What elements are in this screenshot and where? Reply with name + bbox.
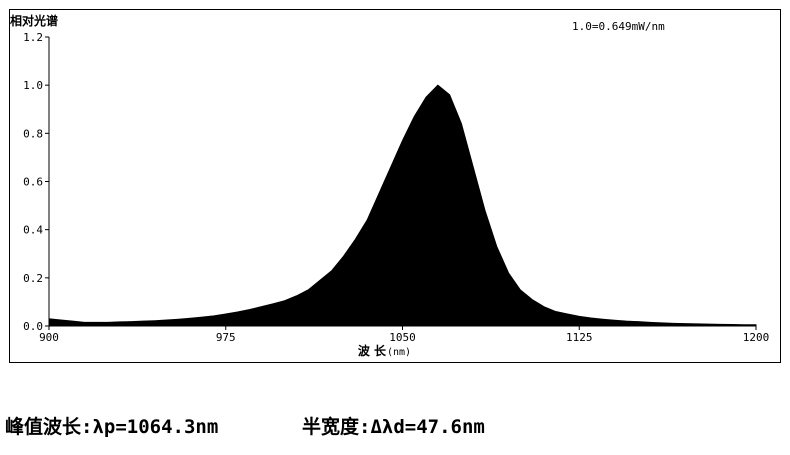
footer-fwhm: 半宽度:Δλd=47.6nm: [302, 415, 485, 438]
y-axis-label: 相对光谱: [10, 13, 58, 28]
x-tick-label: 1050: [389, 331, 416, 344]
y-tick-label: 0.4: [23, 224, 43, 237]
y-tick-label: 1.2: [23, 31, 43, 44]
frame: [9, 9, 781, 363]
x-tick-label: 900: [39, 331, 59, 344]
y-tick-label: 1.0: [23, 79, 43, 92]
x-tick-label: 975: [216, 331, 236, 344]
x-tick-label: 1125: [566, 331, 593, 344]
y-tick-label: 0.2: [23, 272, 43, 285]
footer-peak: 峰值波长:λp=1064.3nm: [5, 415, 218, 438]
y-tick-label: 0.8: [23, 127, 43, 140]
x-axis-unit: (nm): [387, 347, 411, 358]
spectrum-area: [48, 84, 757, 327]
y-tick-label: 0.0: [23, 320, 43, 333]
annotation: 1.0=0.649mW/nm: [572, 20, 665, 33]
x-tick-label: 1200: [743, 331, 770, 344]
y-tick-label: 0.6: [23, 176, 43, 189]
x-axis-label: 波 长: [358, 343, 387, 358]
